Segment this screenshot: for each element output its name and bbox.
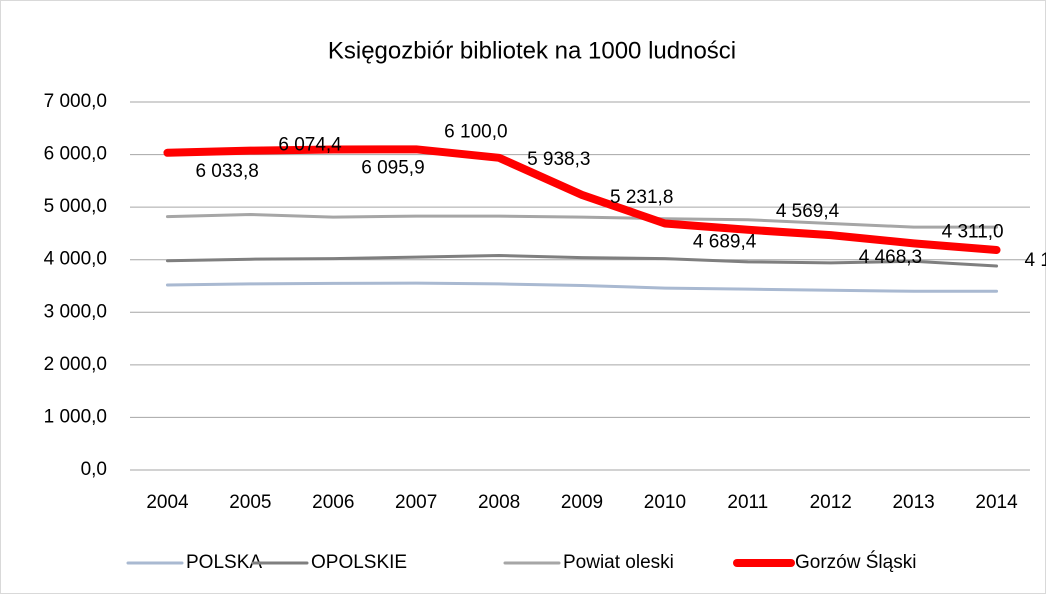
- x-tick-label: 2014: [975, 492, 1018, 513]
- x-tick-label: 2013: [892, 492, 934, 513]
- x-tick-label: 2004: [146, 492, 189, 513]
- series-line: [163, 145, 1001, 254]
- y-tick-label: 2 000,0: [44, 354, 107, 375]
- x-tick-label: 2011: [727, 492, 768, 513]
- y-tick-label: 3 000,0: [44, 301, 107, 322]
- x-tick-label: 2005: [229, 492, 271, 513]
- series-line: [165, 213, 999, 229]
- legend-label: Powiat oleski: [563, 552, 674, 573]
- y-tick-label: 7 000,0: [44, 91, 107, 112]
- legend-label: Gorzów Śląski: [795, 551, 916, 573]
- y-tick-label: 0,0: [81, 459, 107, 480]
- y-tick-label: 6 000,0: [44, 144, 107, 165]
- data-label: 5 231,8: [610, 187, 673, 208]
- data-label: 4 569,4: [776, 201, 840, 222]
- data-label: 5 938,3: [527, 149, 590, 170]
- legend-label: POLSKA: [186, 552, 262, 573]
- series-line: [165, 254, 999, 268]
- data-label: 6 074,4: [278, 135, 342, 156]
- x-tick-label: 2007: [395, 492, 437, 513]
- data-label: 6 100,0: [444, 121, 507, 142]
- data-label: 4 468,3: [859, 247, 922, 268]
- x-tick-label: 2008: [478, 492, 520, 513]
- y-tick-label: 1 000,0: [44, 406, 107, 427]
- x-tick-label: 2009: [561, 492, 603, 513]
- chart-title: Księgozbiór bibliotek na 1000 ludności: [328, 37, 736, 64]
- data-label: 4 311,0: [942, 221, 1004, 242]
- data-label: 6 033,8: [195, 161, 258, 182]
- x-tick-label: 2010: [644, 492, 686, 513]
- x-tick-label: 2012: [810, 492, 852, 513]
- y-tick-label: 5 000,0: [44, 196, 107, 217]
- series-line: [165, 281, 999, 293]
- data-label: 6 095,9: [361, 158, 424, 179]
- x-tick-label: 2006: [312, 492, 354, 513]
- data-label: 4 689,4: [693, 231, 757, 252]
- data-label: 4 185,6: [1025, 250, 1046, 271]
- legend-label: OPOLSKIE: [311, 552, 407, 573]
- y-tick-label: 4 000,0: [44, 249, 107, 270]
